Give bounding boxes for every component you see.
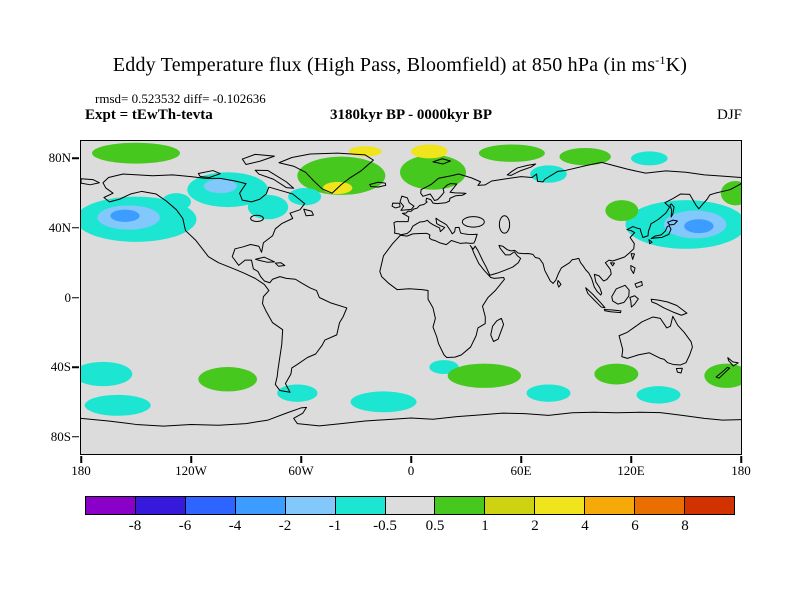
y-axis-tick: [72, 296, 79, 299]
anomaly-region: [559, 147, 611, 166]
anomaly-region: [530, 165, 567, 183]
x-axis-tick-label: 180: [731, 463, 751, 478]
x-axis-tick: [410, 455, 412, 463]
anomaly-region: [110, 209, 140, 222]
y-axis-tick: [72, 435, 79, 438]
anomaly-region: [84, 394, 151, 416]
plot-title-text: Eddy Temperature flux (High Pass, Bloomf…: [112, 54, 656, 76]
great-lakes-outline: [251, 215, 264, 221]
x-axis-tick: [630, 455, 632, 463]
stats-line: rmsd= 0.523532 diff= -0.102636: [95, 91, 266, 106]
coastlines-layer: [81, 153, 741, 426]
caspian-sea-outline: [499, 216, 509, 233]
world-map: [81, 141, 741, 454]
colorbar-tick-label: -8: [128, 518, 142, 534]
x-axis-tick-label: 60E: [510, 463, 532, 478]
anomaly-region: [198, 367, 257, 392]
x-axis-tick: [300, 455, 302, 463]
anomaly-region: [636, 386, 681, 404]
americas-coastline: [103, 174, 347, 392]
colorbar-tick-label: 4: [581, 518, 589, 534]
x-axis-tick: [190, 455, 192, 463]
y-axis-tick-label: 0: [64, 289, 72, 305]
colorbar-tick-label: -6: [178, 518, 192, 534]
islands-coastlines: [81, 154, 738, 378]
anomaly-region: [605, 200, 639, 221]
anomaly-region: [350, 391, 417, 413]
anomaly-region: [247, 194, 289, 220]
colorbar-segment: [584, 496, 636, 515]
colorbar-tick-label: -1: [328, 518, 342, 534]
colorbar-segment: [684, 496, 735, 515]
colorbar-segment: [484, 496, 536, 515]
anomaly-region: [526, 384, 571, 402]
title-superscript: -1: [655, 53, 666, 68]
anomaly-region: [594, 363, 639, 385]
anomaly-region: [704, 363, 741, 388]
x-axis-tick-label: 0: [407, 463, 415, 478]
colorbar-tick-label: -2: [278, 518, 292, 534]
experiment-label: Expt = tEwTh-tevta: [85, 107, 213, 123]
colorbar-tick-label: 2: [531, 518, 539, 534]
colorbar-segment: [334, 496, 386, 515]
x-axis-tick: [80, 455, 82, 463]
plot-title-suffix: K): [665, 54, 688, 76]
x-axis-tick-label: 180: [71, 463, 91, 478]
anomaly-region: [684, 219, 714, 234]
x-axis-tick-label: 60W: [288, 463, 314, 478]
antarctica-coastline: [81, 407, 741, 426]
colorbar-labels: -8 -6 -4 -2 -1 -0.5 0.5 1 2 4 6 8: [85, 518, 735, 536]
y-axis-tick: [72, 157, 79, 160]
colorbar-tick-label: -4: [228, 518, 242, 534]
black-sea-outline: [462, 217, 484, 227]
map-plot-area: 180 120W 60W 0 60E 120E 180 80N 40N 0 40S 80S: [49, 140, 751, 478]
y-axis-tick-label: 80S: [50, 428, 71, 444]
y-axis-tick: [72, 366, 79, 368]
colorbar-segment: [284, 496, 336, 515]
anomaly-region: [478, 144, 545, 162]
x-axis-tick: [740, 455, 742, 463]
anomaly-region: [277, 384, 318, 402]
x-axis-tick-label: 120E: [617, 463, 645, 478]
period-label: 3180kyr BP - 0000kyr BP: [330, 107, 492, 123]
anomaly-region: [411, 144, 448, 159]
colorbar-segment: [534, 496, 586, 515]
colorbar-segment: [134, 496, 186, 515]
anomaly-region: [203, 179, 237, 194]
season-label: DJF: [716, 107, 742, 123]
greenland-coastline: [279, 153, 373, 193]
y-axis-tick: [72, 227, 79, 229]
anomaly-region: [92, 142, 180, 164]
anomaly-region: [400, 154, 466, 190]
eurafrica-coastline: [380, 162, 741, 357]
anomaly-region: [288, 187, 322, 206]
colorbar-tick-label: 8: [681, 518, 689, 534]
colorbar-segment: [434, 496, 486, 515]
x-axis-tick-label: 120W: [175, 463, 207, 478]
colorbar-tick-label: -0.5: [373, 518, 397, 534]
plot-title: Eddy Temperature flux (High Pass, Bloomf…: [0, 53, 800, 77]
anomaly-region: [161, 193, 191, 211]
colorbar-segment: [234, 496, 286, 515]
x-axis-tick: [520, 455, 522, 463]
y-axis-tick-label: 40S: [50, 359, 71, 375]
colorbar-segment: [384, 496, 436, 515]
anomaly-region: [297, 156, 386, 195]
anomaly-regions-layer: [81, 142, 741, 416]
colorbar: [85, 496, 735, 515]
anomaly-region: [447, 363, 521, 388]
colorbar-tick-label: 6: [631, 518, 639, 534]
colorbar-segment: [85, 496, 136, 515]
y-axis-tick-label: 40N: [48, 219, 71, 235]
colorbar-tick-label: 1: [481, 518, 489, 534]
colorbar-tick-label: 0.5: [425, 518, 445, 534]
colorbar-segment: [184, 496, 236, 515]
australia-coastline: [619, 316, 692, 365]
anomaly-region: [81, 361, 133, 387]
colorbar-segment: [634, 496, 686, 515]
y-axis-tick-label: 80N: [48, 150, 71, 166]
anomaly-region: [631, 151, 668, 166]
